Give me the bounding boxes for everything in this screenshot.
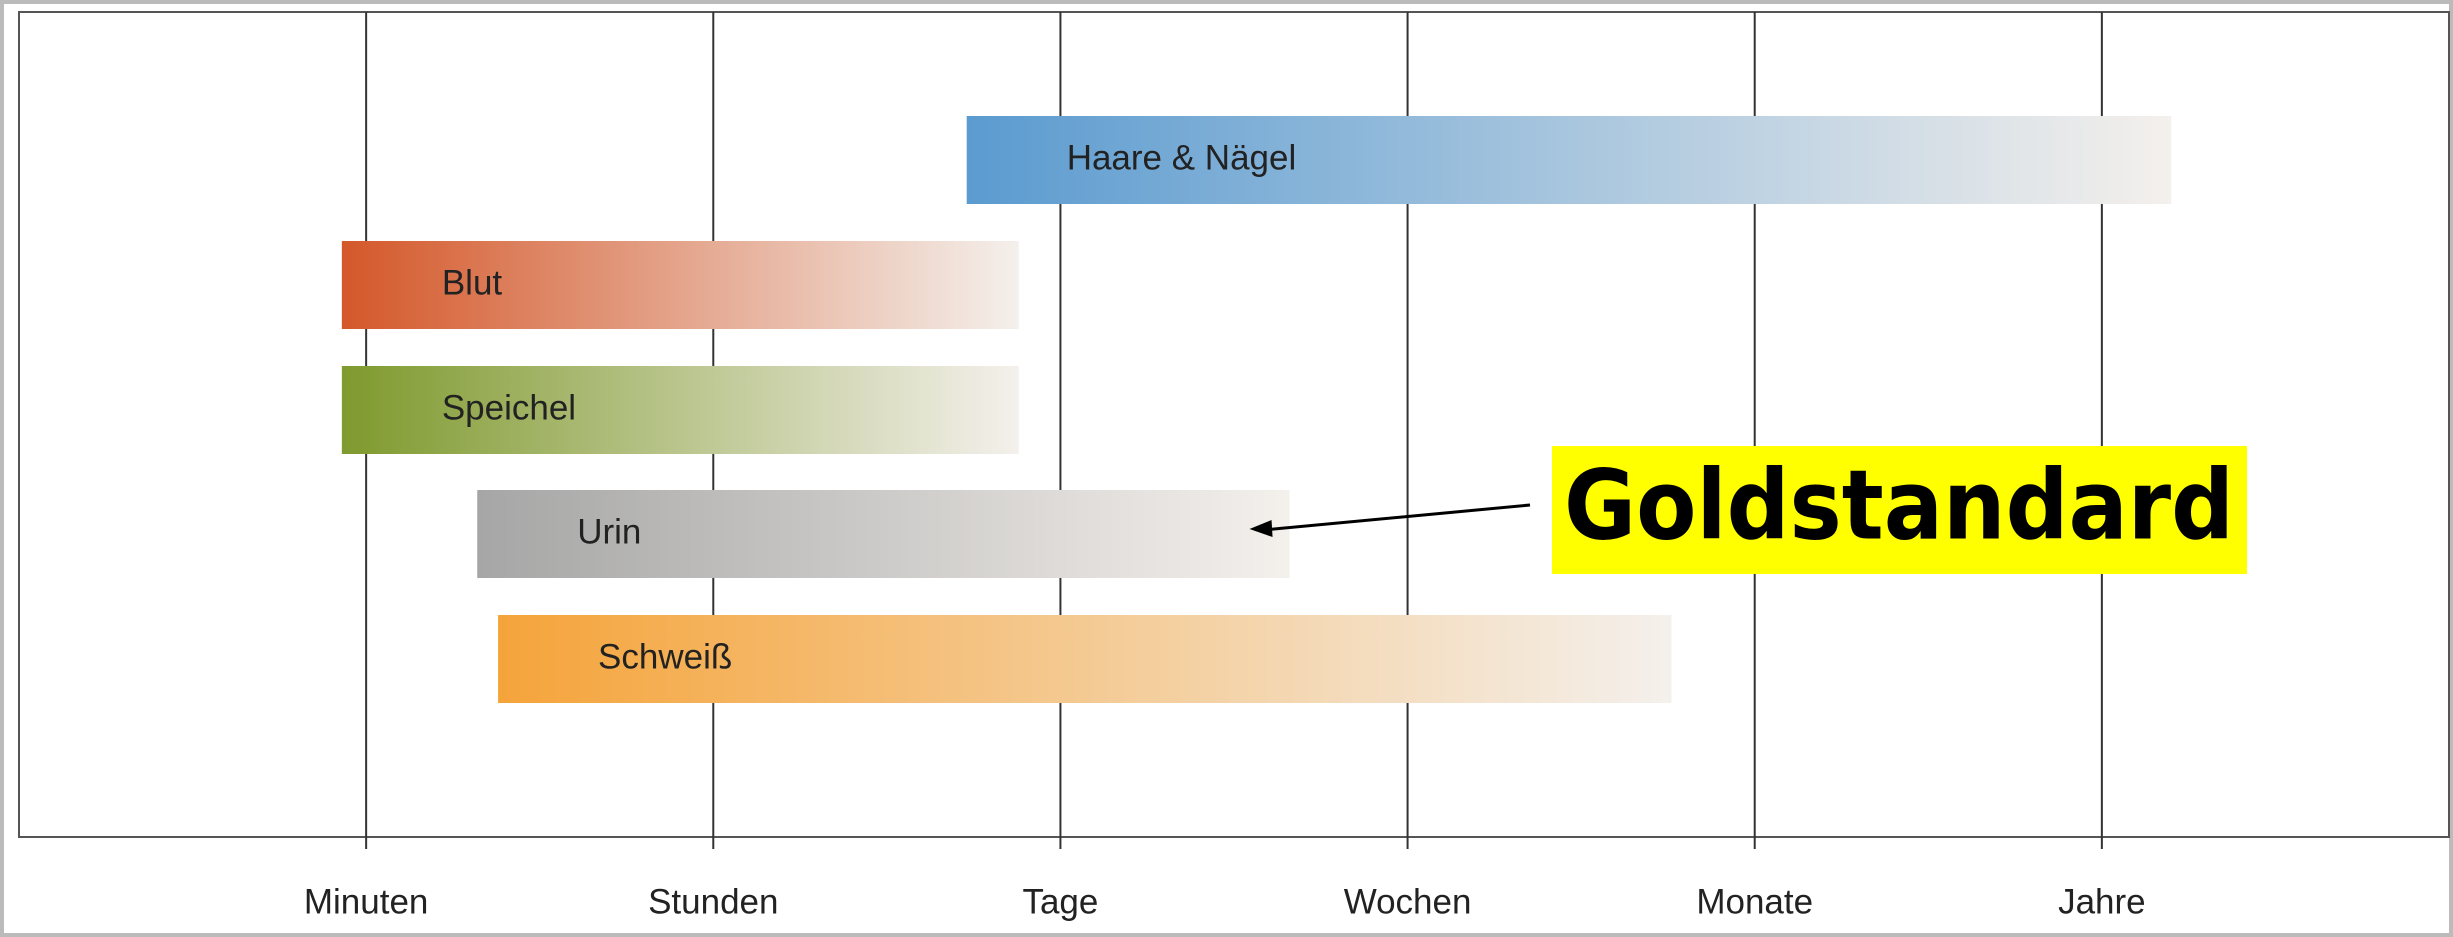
bar-label: Urin <box>577 512 641 551</box>
bar-label: Blut <box>442 263 503 302</box>
bar-label: Haare & Nägel <box>1067 138 1297 177</box>
x-tick-label: Jahre <box>2058 882 2146 921</box>
bar <box>341 366 1019 454</box>
annotation-arrow <box>1263 503 1531 532</box>
x-tick-label: Tage <box>1022 882 1098 921</box>
x-tick-label: Monate <box>1696 882 1813 921</box>
bar <box>477 490 1290 578</box>
x-tick-label: Minuten <box>304 882 429 921</box>
x-tick-label: Wochen <box>1344 882 1472 921</box>
bar-label: Schweiß <box>598 637 732 676</box>
annotation-text: Goldstandard <box>1564 449 2234 561</box>
bar <box>341 241 1019 329</box>
x-tick-label: Stunden <box>648 882 778 921</box>
arrow-head <box>1249 520 1273 537</box>
bar <box>966 116 2172 204</box>
bar-label: Speichel <box>442 388 576 427</box>
annotation-box <box>1552 446 2247 574</box>
bar <box>498 615 1672 703</box>
